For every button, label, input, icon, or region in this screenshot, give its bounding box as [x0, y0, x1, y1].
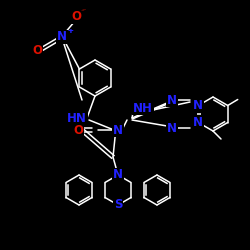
Text: N: N: [193, 99, 203, 112]
Text: ⁻: ⁻: [81, 9, 85, 15]
Text: O: O: [71, 10, 81, 24]
Text: S: S: [114, 198, 122, 211]
Text: O: O: [73, 124, 83, 136]
Text: N: N: [57, 30, 67, 44]
Text: NH: NH: [133, 102, 153, 114]
Text: +: +: [67, 28, 73, 34]
Text: N: N: [167, 122, 177, 134]
Text: ⁻: ⁻: [81, 6, 86, 15]
Text: HN: HN: [67, 112, 87, 124]
Text: N: N: [57, 30, 67, 44]
Text: O: O: [32, 44, 42, 57]
Text: O: O: [32, 44, 42, 57]
Text: O: O: [71, 10, 81, 24]
Text: N: N: [113, 124, 123, 136]
Text: N: N: [167, 94, 177, 106]
Text: N: N: [193, 116, 203, 129]
Text: N: N: [113, 168, 123, 181]
Text: +: +: [67, 28, 73, 34]
